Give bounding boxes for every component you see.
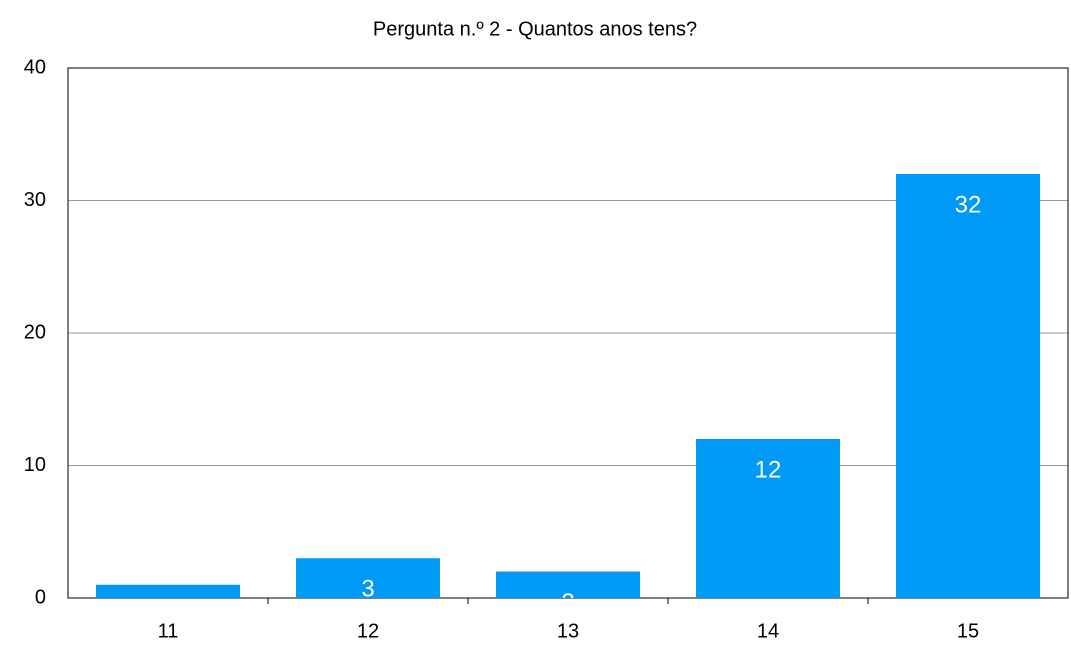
bar — [896, 174, 1040, 598]
data-label: 32 — [955, 191, 982, 218]
data-label: 12 — [755, 456, 782, 483]
x-tick-label: 13 — [557, 620, 579, 642]
y-tick-label: 30 — [24, 189, 46, 211]
y-tick-label: 10 — [24, 454, 46, 476]
bar — [496, 571, 640, 598]
y-tick-label: 20 — [24, 321, 46, 343]
bar — [696, 439, 840, 598]
data-label: 3 — [361, 576, 374, 603]
x-tick-label: 12 — [357, 620, 379, 642]
y-tick-label: 0 — [35, 586, 46, 608]
data-label: 2 — [561, 589, 574, 616]
x-tick-label: 14 — [757, 620, 779, 642]
chart-title: Pergunta n.º 2 - Quantos anos tens? — [373, 18, 697, 40]
x-tick-label: 15 — [957, 620, 979, 642]
y-tick-label: 40 — [24, 56, 46, 78]
bar — [96, 584, 240, 598]
bar — [296, 558, 440, 598]
x-tick-label: 11 — [158, 620, 179, 642]
